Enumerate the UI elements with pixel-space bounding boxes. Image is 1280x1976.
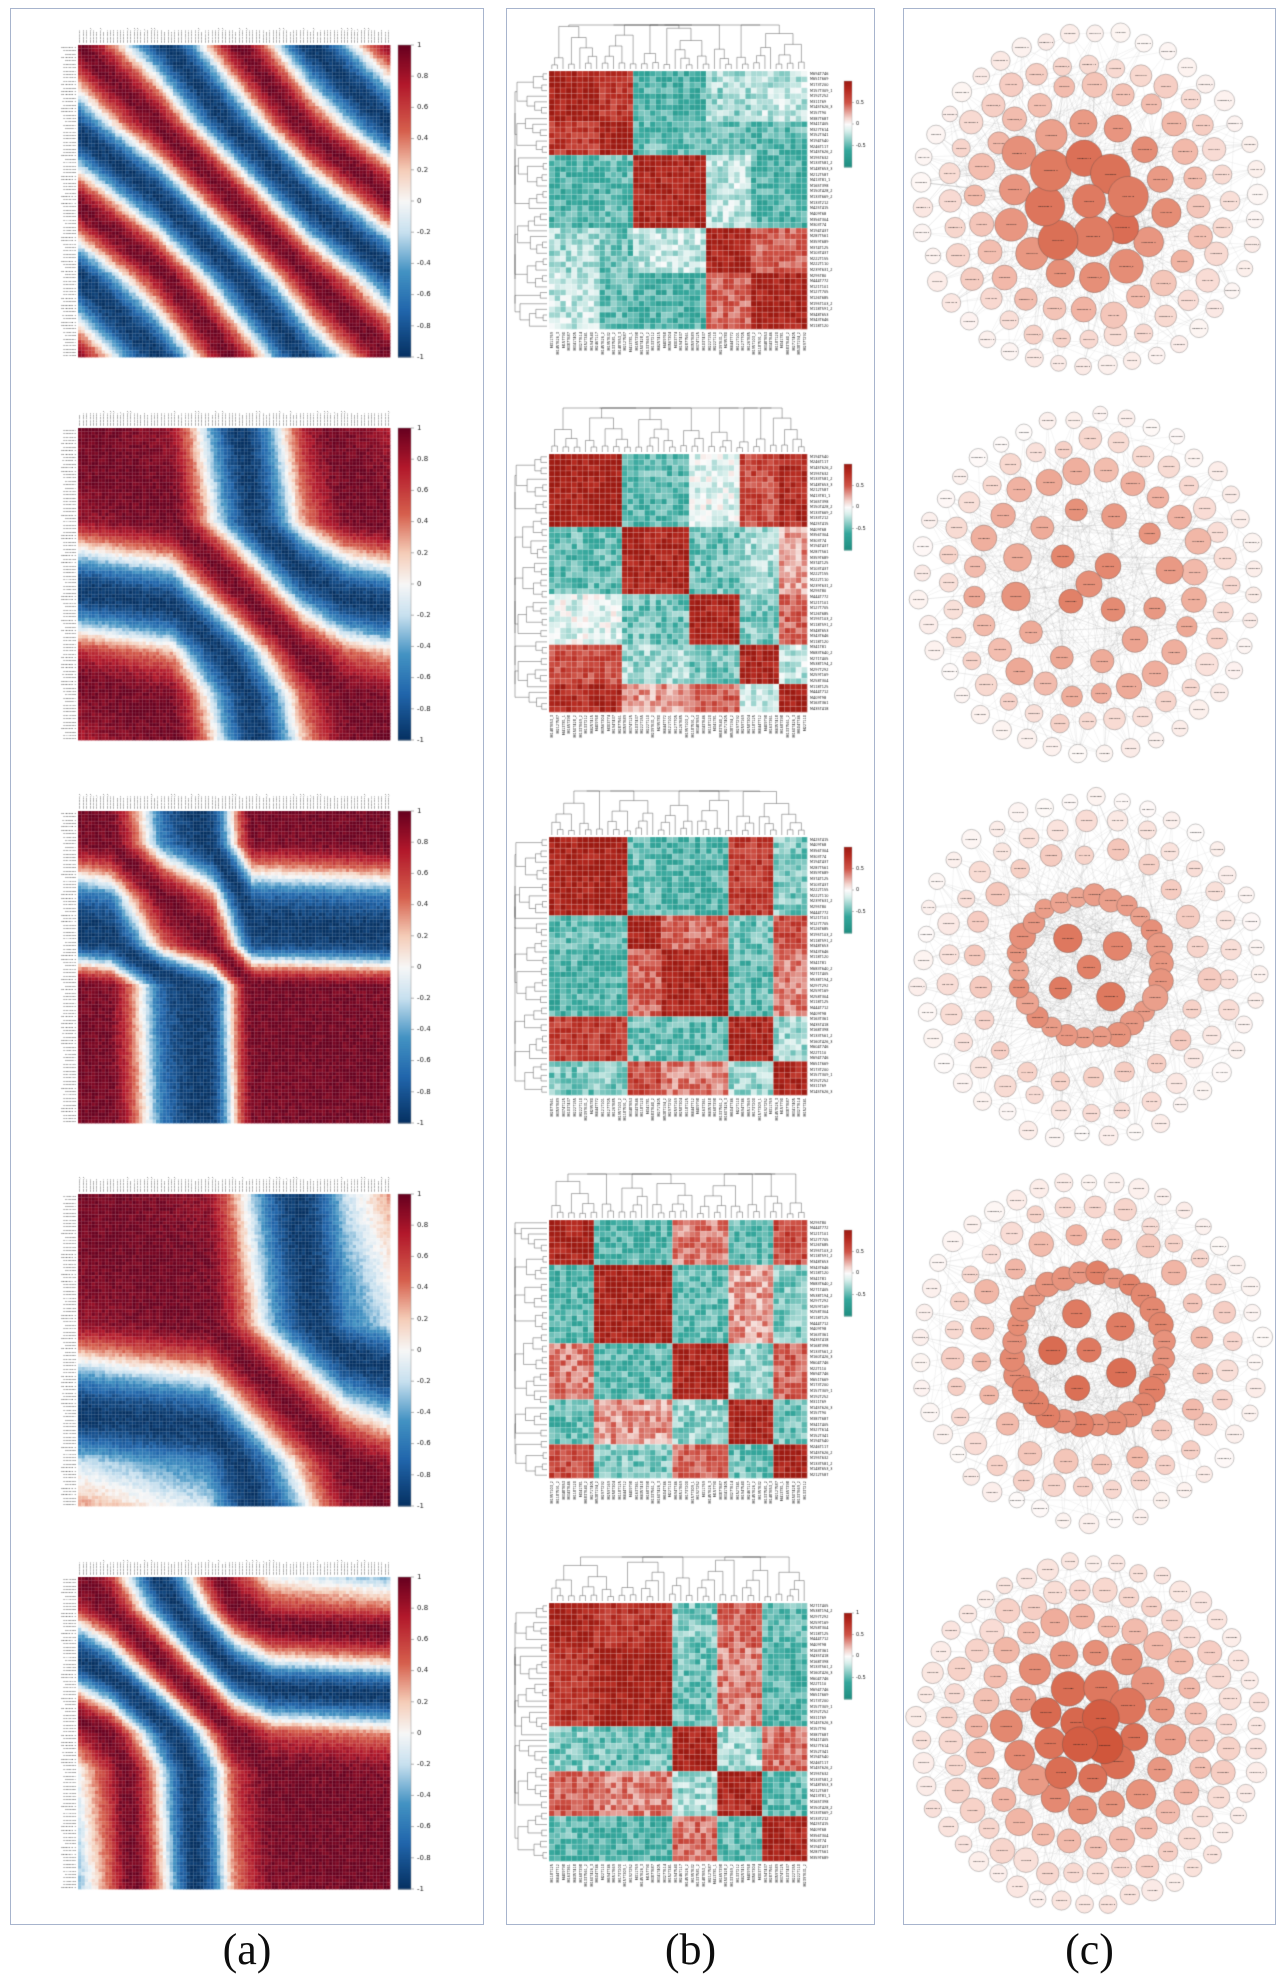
column-a-box: [10, 8, 484, 1925]
column-b-box: [506, 8, 875, 1925]
caption-a: (a): [222, 1925, 272, 1974]
column-c-canvas: [904, 9, 1275, 1924]
caption-b: (b): [664, 1925, 717, 1974]
column-c-box: [903, 8, 1276, 1925]
column-b-canvas: [507, 9, 874, 1924]
column-a-canvas: [11, 9, 483, 1924]
caption-c: (c): [1065, 1925, 1114, 1974]
